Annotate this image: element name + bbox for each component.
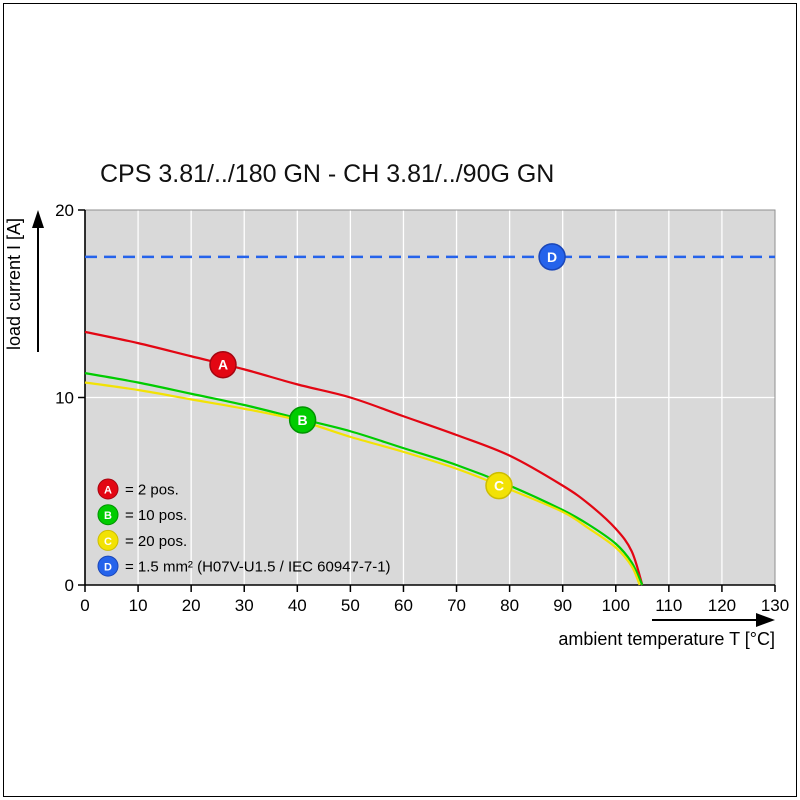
y-tick-label: 0 [65,576,74,595]
marker-letter-B: B [298,412,308,428]
marker-B [288,406,317,434]
x-tick-label: 20 [182,596,201,615]
x-tick-label: 0 [80,596,89,615]
y-tick-label: 10 [55,389,74,408]
x-tick-label: 130 [761,596,789,615]
x-tick-label: 90 [553,596,572,615]
marker-C [485,471,513,500]
y-axis-arrowhead-icon [32,210,44,228]
marker-D [538,243,566,271]
curve-A [84,330,644,586]
legend-marker-B [97,504,119,526]
x-tick-label: 100 [602,596,630,615]
legend-letter-B: B [104,510,112,522]
x-tick-label: 40 [288,596,307,615]
legend-marker-D [97,555,119,577]
legend-letter-D: D [104,562,112,574]
legend-label-D: = 1.5 mm² (H07V-U1.5 / IEC 60947-7-1) [125,559,391,576]
x-tick-label: 120 [708,596,736,615]
y-tick-label: 20 [55,201,74,220]
legend-marker-A [97,478,119,500]
x-tick-label: 80 [500,596,519,615]
x-tick-label: 110 [655,596,682,615]
marker-A [209,350,237,379]
x-tick-label: 30 [235,596,254,615]
x-tick-label: 60 [394,596,413,615]
x-tick-label: 50 [341,596,360,615]
legend-label-C: = 20 pos. [125,533,187,550]
x-tick-label: 10 [129,596,148,615]
legend-marker-C [97,529,119,551]
legend-label-B: = 10 pos. [125,507,187,524]
x-axis-label: ambient temperature T [°C] [558,629,775,649]
x-axis-arrowhead-icon [756,613,775,627]
chart-title: CPS 3.81/../180 GN - CH 3.81/../90G GN [100,160,555,188]
marker-letter-D: D [547,249,557,265]
marker-letter-A: A [218,357,228,373]
curve-B [84,372,644,586]
y-axis-label: load current I [A] [4,218,24,350]
legend-letter-C: C [104,536,112,548]
marker-letter-C: C [494,478,504,494]
legend-label-A: = 2 pos. [125,482,179,499]
curve-C [84,381,641,586]
legend-letter-A: A [104,485,112,497]
x-tick-label: 70 [447,596,466,615]
